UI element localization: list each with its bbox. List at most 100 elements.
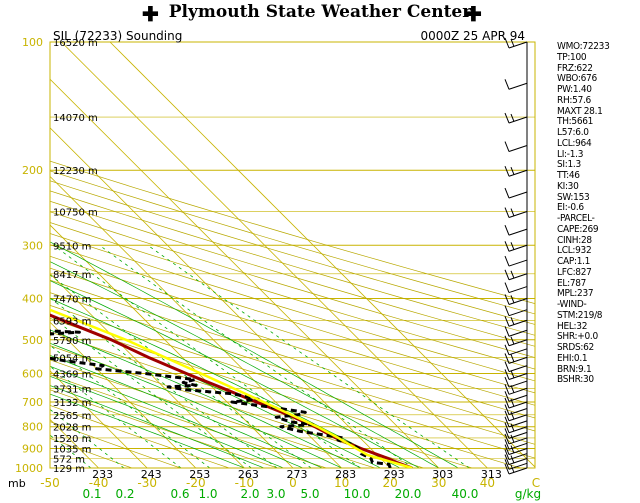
wind-barb: [504, 141, 528, 153]
height-label: 2028 m: [53, 423, 91, 434]
pressure-tick-label: 700: [22, 396, 43, 409]
isotherm-line: [109, 42, 535, 468]
wind-barb-flag: [504, 305, 510, 316]
temperature-tick-label: 10: [334, 476, 349, 490]
wind-barb-flag: [504, 369, 510, 380]
index-line: LFC:827: [557, 266, 592, 278]
index-line: MPL:237: [557, 288, 594, 300]
wind-barb: [504, 376, 528, 388]
wind-barb: [504, 224, 528, 236]
height-label: 7470 m: [53, 294, 91, 305]
wind-barb-flag: [504, 353, 510, 364]
mixing-ratio-tick-label: 2.0: [240, 487, 259, 501]
wind-barb-flag: [504, 444, 510, 455]
wind-barb-flag: [504, 187, 510, 199]
wind-barb-shaft: [508, 286, 528, 294]
wind-barb-flag: [504, 397, 510, 409]
dry-adiabat-line: [50, 255, 535, 406]
pressure-tick-label: 900: [22, 443, 43, 456]
mixing-ratio-line: [50, 434, 92, 468]
wind-barb-flag: [510, 295, 515, 304]
kelvin-tick-label: 303: [432, 468, 453, 481]
wind-barb-shaft: [508, 211, 528, 218]
wind-barb-flag: [504, 410, 510, 421]
mixing-ratio-line: [147, 244, 470, 468]
wind-barb-flag: [504, 433, 510, 445]
moist-adiabat-line: [50, 241, 459, 468]
wind-barb-shaft: [508, 426, 528, 434]
wind-barb: [504, 449, 528, 461]
dewpoint-trace: [50, 329, 392, 468]
mixing-ratio-line: [50, 274, 312, 468]
pressure-tick-label: 300: [22, 239, 43, 252]
mixing-ratio-line: [99, 244, 414, 468]
wind-barb: [504, 282, 528, 294]
dry-adiabat-line: [50, 200, 535, 347]
dry-adiabat-line: [50, 267, 535, 419]
index-line: TP:100: [557, 51, 587, 63]
mixing-ratio-tick-label: 5.0: [300, 487, 319, 501]
wind-barb-flag: [504, 463, 510, 475]
pressure-tick-label: 1000: [15, 462, 43, 475]
height-label: 3132 m: [53, 398, 91, 409]
height-label: 12230 m: [53, 166, 98, 177]
height-label: 16520 m: [53, 38, 98, 49]
mixing-ratio-tick-label: 0.1: [82, 487, 101, 501]
temperature-tick-label: 30: [431, 476, 446, 490]
isotherm-line: [50, 370, 148, 468]
kelvin-tick-label: 243: [141, 468, 162, 481]
isotherm-line: [50, 78, 440, 468]
index-line: LI:-1.3: [557, 148, 584, 160]
wind-barb-flag: [504, 449, 510, 460]
wind-barb: [504, 207, 528, 218]
kelvin-tick-label: 253: [189, 468, 210, 481]
index-line: SRDS:62: [557, 342, 594, 353]
dry-adiabat-line: [50, 421, 181, 468]
wind-barb: [504, 391, 528, 402]
moist-adiabat-line: [50, 393, 245, 468]
kelvin-tick-label: 263: [238, 468, 259, 481]
wind-barb: [504, 187, 528, 199]
wind-barb-flag: [510, 370, 515, 379]
height-label: 1035 m: [53, 445, 91, 456]
wind-barb: [504, 112, 528, 124]
height-label: 10750 m: [53, 208, 98, 219]
dry-adiabat-line: [50, 359, 376, 468]
wind-barb-shaft: [508, 442, 528, 450]
temperature-tick-label: -40: [89, 476, 109, 490]
index-line: TH:5661: [557, 116, 594, 128]
mixing-ratio-tick-label: 20.0: [395, 487, 422, 501]
height-label: 3731 m: [53, 384, 91, 395]
moist-adiabat-line: [50, 261, 439, 468]
mixing-ratio-tick-label: 40.0: [452, 487, 479, 501]
wind-barb-shaft: [508, 458, 528, 465]
pressure-unit-label: mb: [8, 477, 26, 490]
wind-barb-flag: [504, 422, 510, 433]
mixing-ratio-tick-label: 10.0: [344, 487, 371, 501]
wind-barb-shaft: [508, 259, 528, 267]
wind-barb-flag: [504, 241, 510, 252]
wind-barb-flag: [504, 294, 510, 305]
wind-barb-flag: [510, 242, 515, 250]
pressure-tick-label: 100: [22, 36, 43, 49]
pressure-tick-label: 200: [22, 164, 43, 177]
mixing-ratio-tick-label: g/kg: [515, 487, 541, 501]
mixing-ratio-tick-label: 1.0: [198, 487, 217, 501]
wind-barb-shaft: [508, 319, 528, 327]
diagram-grid: [50, 42, 535, 468]
kelvin-tick-label: 293: [384, 468, 405, 481]
wind-barb-shaft: [508, 244, 528, 252]
wind-barb: [504, 369, 528, 380]
index-line: CAP:1.1: [557, 256, 591, 267]
wind-barb-flag: [510, 113, 515, 122]
moist-adiabat-line: [50, 298, 401, 468]
wind-barb-flag: [504, 384, 510, 395]
isotherm-line: [50, 224, 294, 468]
index-line: MAXT 28.1: [557, 105, 603, 117]
wind-barb-shaft: [508, 414, 528, 422]
wind-barb: [504, 335, 528, 347]
wind-barb: [504, 294, 528, 305]
wind-barb-flag: [504, 428, 510, 439]
isotherm-line: [61, 42, 488, 468]
pressure-tick-label: 400: [22, 292, 43, 305]
